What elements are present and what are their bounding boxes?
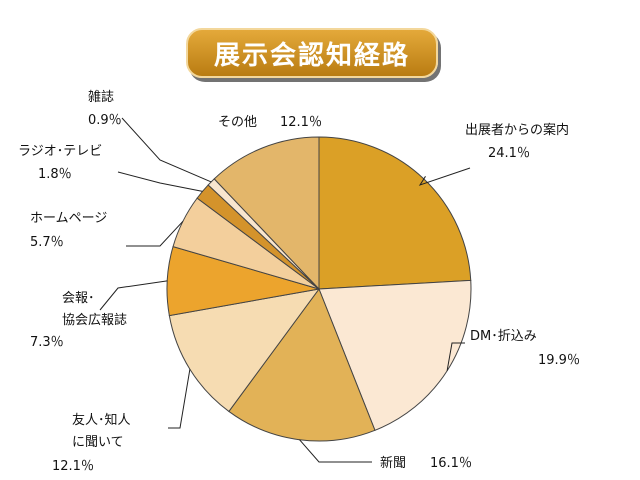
slice-label-4-line1: 会報･ (62, 291, 95, 306)
slice-label-0: 出展者からの案内 (465, 122, 569, 138)
leader-lines (99, 117, 471, 463)
pie-slices (166, 136, 472, 442)
leader-line-2 (299, 439, 372, 463)
leader-line-4 (99, 280, 168, 311)
leader-line-6 (117, 171, 203, 192)
chart-title: 展示会認知経路 (186, 28, 438, 78)
slice-value-2: 16.1％ (430, 456, 472, 471)
slice-label-3-line1: 友人･知人 (72, 412, 131, 428)
slice-value-0: 24.1％ (488, 146, 530, 161)
leader-line-0 (418, 167, 471, 186)
slice-label-7: 雑誌 (88, 89, 114, 105)
pie-slice-2 (228, 287, 376, 442)
leader-line-7 (121, 117, 212, 183)
slice-label-2: 新聞 (380, 455, 406, 471)
slice-value-8: 12.1％ (280, 115, 322, 130)
slice-value-3: 12.1％ (52, 459, 94, 474)
leader-line-5 (126, 220, 184, 247)
slice-label-3-line2: に聞いて (72, 435, 124, 450)
pie-slice-0 (318, 136, 472, 290)
slice-value-7: 0.9％ (88, 113, 122, 128)
slice-label-4-line2: 協会広報誌 (62, 312, 127, 328)
slice-value-4: 7.3％ (30, 335, 64, 350)
slice-value-6: 1.8％ (38, 167, 72, 182)
slice-label-1: DM･折込み (470, 329, 537, 344)
slice-value-5: 5.7％ (30, 235, 64, 250)
slice-label-8: その他 (218, 115, 257, 130)
slice-value-1: 19.9％ (538, 353, 580, 368)
slice-label-6: ラジオ･テレビ (18, 144, 102, 159)
slice-label-5: ホームページ (30, 211, 107, 226)
pie-slice-8 (213, 136, 320, 291)
leader-line-1 (446, 342, 465, 371)
leader-line-3 (168, 369, 191, 429)
pie-slice-1 (318, 279, 472, 431)
